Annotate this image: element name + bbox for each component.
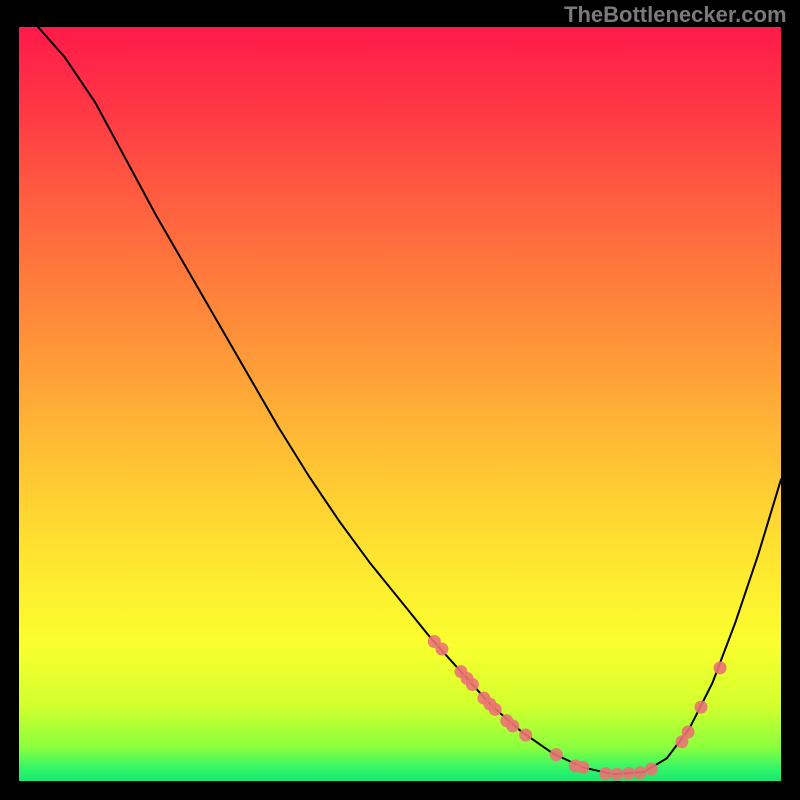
- bottleneck-curve-chart: [0, 0, 800, 800]
- curve-marker: [714, 661, 727, 674]
- curve-marker: [634, 766, 647, 779]
- curve-marker: [466, 678, 479, 691]
- curve-marker: [489, 703, 502, 716]
- curve-marker: [435, 643, 448, 656]
- curve-marker: [519, 729, 532, 742]
- curve-marker: [645, 762, 658, 775]
- watermark-text: TheBottlenecker.com: [564, 2, 787, 28]
- curve-marker: [622, 767, 635, 780]
- curve-marker: [599, 767, 612, 780]
- curve-marker: [682, 725, 695, 738]
- chart-gradient-background: [19, 27, 781, 781]
- curve-marker: [611, 768, 624, 781]
- curve-marker: [694, 701, 707, 714]
- curve-marker: [550, 748, 563, 761]
- curve-marker: [506, 719, 519, 732]
- curve-marker: [576, 761, 589, 774]
